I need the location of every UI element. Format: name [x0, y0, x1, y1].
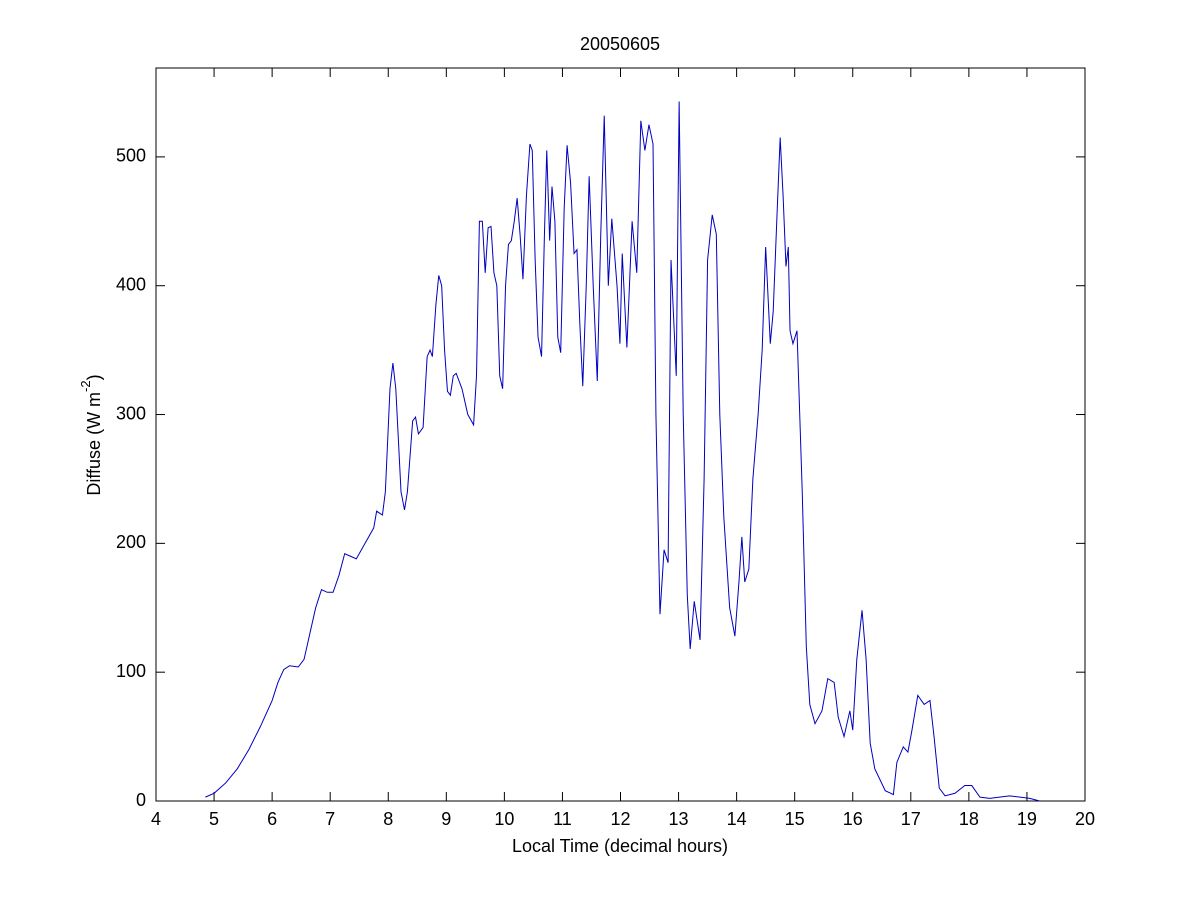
x-tick-label: 17 — [901, 809, 921, 829]
y-tick-label: 400 — [116, 274, 146, 294]
x-tick-label: 6 — [267, 809, 277, 829]
y-axis-label-sup: -2 — [78, 380, 93, 392]
x-tick-label: 20 — [1075, 809, 1095, 829]
x-tick-label: 18 — [959, 809, 979, 829]
x-tick-label: 19 — [1017, 809, 1037, 829]
y-tick-label: 100 — [116, 661, 146, 681]
x-tick-label: 16 — [843, 809, 863, 829]
x-tick-label: 14 — [727, 809, 747, 829]
x-tick-label: 7 — [325, 809, 335, 829]
x-tick-label: 4 — [151, 809, 161, 829]
x-tick-label: 5 — [209, 809, 219, 829]
x-tick-label: 11 — [553, 809, 572, 829]
x-tick-label: 10 — [494, 809, 514, 829]
y-axis-label-text: Diffuse (W m — [84, 392, 104, 496]
x-tick-label: 15 — [785, 809, 805, 829]
y-tick-label: 200 — [116, 532, 146, 552]
x-tick-label: 8 — [383, 809, 393, 829]
chart-title: 20050605 — [580, 34, 660, 54]
y-tick-label: 500 — [116, 146, 146, 166]
y-tick-label: 300 — [116, 403, 146, 423]
y-axis-label-tail: ) — [84, 374, 104, 380]
x-tick-label: 12 — [610, 809, 630, 829]
x-tick-label: 9 — [441, 809, 451, 829]
y-tick-label: 0 — [136, 790, 146, 810]
y-axis-label: Diffuse (W m-2) — [78, 374, 103, 495]
data-line — [205, 101, 1040, 802]
x-tick-label: 13 — [669, 809, 689, 829]
x-axis-label: Local Time (decimal hours) — [512, 836, 728, 856]
